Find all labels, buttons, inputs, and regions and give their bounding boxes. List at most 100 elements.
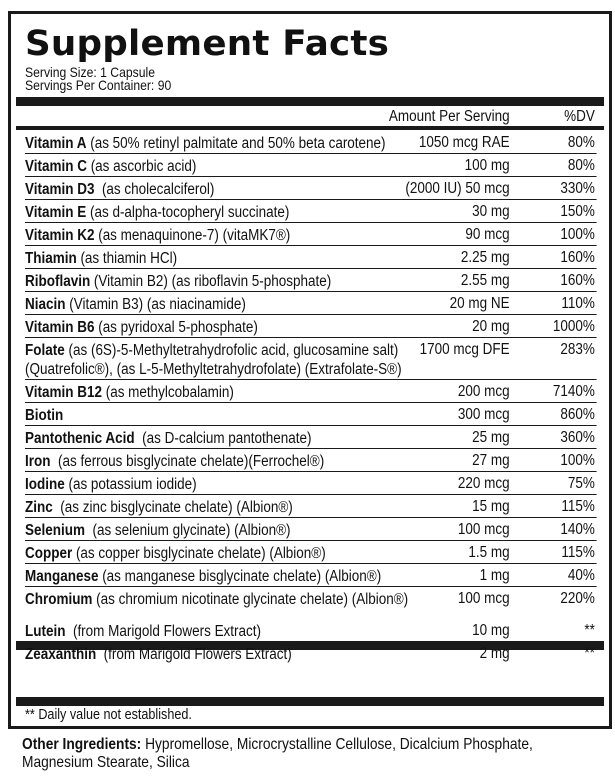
nutrient-label: Thiamin (as thiamin HCl) xyxy=(25,246,177,268)
nutrient-amount: 300 mcg xyxy=(457,406,510,423)
table-row: Iron (as ferrous bisglycinate chelate)(F… xyxy=(25,449,597,472)
nutrient-dv: 75% xyxy=(567,475,595,492)
nutrient-source: (from Marigold Flowers Extract) xyxy=(65,623,262,640)
nutrient-name: Selenium xyxy=(25,522,85,539)
nutrient-label: Vitamin B6 (as pyridoxal 5-phosphate) xyxy=(25,315,258,337)
nutrient-amount: 90 mcg xyxy=(465,226,510,243)
nutrient-dv: 100% xyxy=(560,452,595,469)
nutrient-label: Lutein (from Marigold Flowers Extract) xyxy=(25,619,261,641)
table-row: Vitamin B6 (as pyridoxal 5-phosphate) 20 … xyxy=(25,315,597,338)
nutrient-name: Vitamin K2 xyxy=(25,227,95,244)
nutrient-source: (as (6S)-5-Methyltetrahydrofolic acid, g… xyxy=(25,342,402,378)
nutrient-source: (Vitamin B2) (as riboflavin 5-phosphate) xyxy=(90,273,332,290)
table-row: Manganese (as manganese bisglycinate che… xyxy=(25,564,597,587)
nutrient-source: (as zinc bisglycinate chelate) (Albion®) xyxy=(52,499,293,516)
nutrient-label: Zinc (as zinc bisglycinate chelate) (Alb… xyxy=(25,495,293,517)
nutrient-amount: 15 mg xyxy=(472,498,510,515)
nutrient-label: Chromium (as chromium nicotinate glycina… xyxy=(25,587,408,609)
nutrient-name: Niacin xyxy=(25,296,66,313)
nutrient-dv: 150% xyxy=(560,203,595,220)
nutrient-name: Vitamin B12 xyxy=(25,384,102,401)
nutrient-amount: 1050 mcg RAE xyxy=(418,134,510,151)
nutrient-name: Vitamin A xyxy=(25,135,87,152)
table-header: Amount Per Serving %DV xyxy=(25,104,597,128)
nutrient-source: (as chromium nicotinate glycinate chelat… xyxy=(92,591,409,608)
nutrient-name: Zinc xyxy=(25,499,53,516)
nutrient-dv: 140% xyxy=(560,521,595,538)
nutrient-label: Pantothenic Acid (as D-calcium pantothen… xyxy=(25,426,312,448)
nutrient-label: Iron (as ferrous bisglycinate chelate)(F… xyxy=(25,449,324,471)
nutrient-source: (as cholecalciferol) xyxy=(94,181,215,198)
nutrient-source: (as potassium iodide) xyxy=(64,476,197,493)
nutrient-label: Vitamin E (as d-alpha-tocopheryl succina… xyxy=(25,200,289,222)
nutrient-amount: 1 mg xyxy=(479,567,510,584)
nutrient-name: Vitamin C xyxy=(25,158,87,175)
nutrient-amount: 10 mg xyxy=(472,622,510,639)
nutrient-label: Biotin xyxy=(25,403,63,425)
nutrient-source: (as pyridoxal 5-phosphate) xyxy=(94,319,258,336)
other-ingredients-label: Other Ingredients: xyxy=(22,736,142,753)
nutrient-dv: ** xyxy=(584,622,595,639)
footnote: ** Daily value not established. xyxy=(25,707,192,723)
nutrient-dv: 110% xyxy=(561,295,595,312)
nutrient-name: Iodine xyxy=(25,476,65,493)
nutrient-amount: 100 mg xyxy=(464,157,510,174)
nutrient-label: Folate (as (6S)-5-Methyltetrahydrofolic … xyxy=(25,338,408,379)
divider-medium xyxy=(16,126,604,130)
nutrient-dv: 220% xyxy=(560,590,595,607)
table-row: Zinc (as zinc bisglycinate chelate) (Alb… xyxy=(25,495,597,518)
nutrient-label: Vitamin A (as 50% retinyl palmitate and … xyxy=(25,131,386,153)
nutrient-label: Vitamin C (as ascorbic acid) xyxy=(25,154,196,176)
nutrient-amount: 1.5 mg xyxy=(468,544,510,561)
nutrient-name: Pantothenic Acid xyxy=(25,430,135,447)
nutrient-amount: 2.25 mg xyxy=(460,249,510,266)
nutrient-amount: 30 mg xyxy=(472,203,510,220)
nutrient-source: (as thiamin HCl) xyxy=(76,250,178,267)
serving-size: Serving Size: 1 Capsule xyxy=(25,64,155,80)
nutrient-source: (as ascorbic acid) xyxy=(86,158,197,175)
table-row: Chromium (as chromium nicotinate glycina… xyxy=(25,587,597,609)
nutrient-source: (as d-alpha-tocopheryl succinate) xyxy=(86,204,290,221)
nutrient-amount: 2 mg xyxy=(479,645,510,662)
nutrient-amount: 100 mcg xyxy=(457,521,510,538)
nutrient-source: (as copper bisglycinate chelate) (Albion… xyxy=(72,545,326,562)
other-ingredients: Other Ingredients: Hypromellose, Microcr… xyxy=(22,736,598,772)
divider-thick xyxy=(16,97,604,106)
nutrient-amount: 2.55 mg xyxy=(460,272,510,289)
divider-thick xyxy=(16,697,604,706)
supplement-facts-panel: Supplement Facts Serving Size: 1 Capsule… xyxy=(8,11,612,729)
nutrient-name: Lutein xyxy=(25,623,66,640)
nutrient-dv: 160% xyxy=(560,249,595,266)
nutrient-amount: 1700 mcg DFE xyxy=(419,341,510,358)
nutrient-dv: 283% xyxy=(560,341,595,358)
nutrient-amount: 220 mcg xyxy=(457,475,510,492)
nutrient-dv: 80% xyxy=(567,134,595,151)
nutrient-amount: 20 mg NE xyxy=(449,295,510,312)
nutrient-dv: 160% xyxy=(560,272,595,289)
nutrient-amount: 100 mcg xyxy=(457,590,510,607)
nutrient-dv: 100% xyxy=(560,226,595,243)
table-row: Vitamin D3 (as cholecalciferol) (2000 IU)… xyxy=(25,177,597,200)
nutrient-dv: 1000% xyxy=(552,318,595,335)
table-row: Iodine (as potassium iodide) 220 mcg 75% xyxy=(25,472,597,495)
nutrient-label: Niacin (Vitamin B3) (as niacinamide) xyxy=(25,292,246,314)
nutrient-amount: (2000 IU) 50 mcg xyxy=(405,180,510,197)
nutrient-label: Selenium (as selenium glycinate) (Albion… xyxy=(25,518,291,540)
nutrient-dv: 115% xyxy=(561,544,595,561)
nutrient-label: Copper (as copper bisglycinate chelate) … xyxy=(25,541,326,563)
nutrient-dv: 40% xyxy=(567,567,595,584)
nutrient-label: Riboflavin (Vitamin B2) (as riboflavin 5… xyxy=(25,269,331,291)
nutrient-name: Folate xyxy=(25,342,65,359)
nutrient-name: Thiamin xyxy=(25,250,77,267)
nutrient-source: (as ferrous bisglycinate chelate)(Ferroc… xyxy=(50,453,325,470)
nutrient-dv: 7140% xyxy=(552,383,595,400)
nutrient-dv: 360% xyxy=(560,429,595,446)
amount-header: Amount Per Serving xyxy=(388,108,510,125)
nutrient-name: Biotin xyxy=(25,407,64,424)
nutrient-table: Amount Per Serving %DV Vitamin A (as 50%… xyxy=(25,104,597,664)
table-row: Pantothenic Acid (as D-calcium pantothen… xyxy=(25,426,597,449)
nutrient-source: (as methylcobalamin) xyxy=(101,384,234,401)
nutrient-amount: 20 mg xyxy=(472,318,510,335)
table-row: Biotin 300 mcg 860% xyxy=(25,403,597,426)
nutrient-label: Manganese (as manganese bisglycinate che… xyxy=(25,564,381,586)
